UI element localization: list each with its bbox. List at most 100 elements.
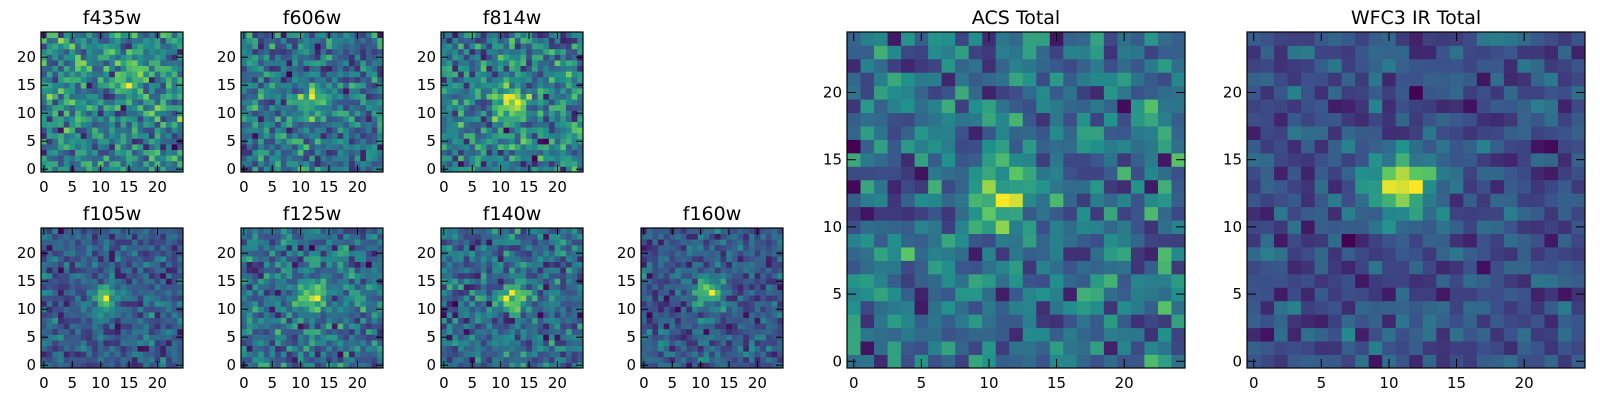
heatmap-cell [314, 239, 321, 246]
heatmap-cell [280, 110, 287, 117]
heatmap-cell [441, 149, 448, 156]
heatmap-cell [103, 104, 110, 111]
heatmap-cell [160, 244, 167, 251]
heatmap-cell [165, 160, 173, 167]
heatmap-cell [348, 104, 355, 111]
heatmap-cell [480, 334, 487, 341]
heatmap-cell [531, 160, 538, 167]
heatmap-cell [263, 48, 270, 55]
heatmap-cell [860, 341, 875, 355]
heatmap-cell [331, 110, 338, 117]
heatmap-cell [160, 144, 167, 150]
heatmap-cell [320, 149, 327, 156]
heatmap-cell [114, 149, 121, 156]
heatmap-cell [469, 239, 476, 246]
heatmap-cell [286, 239, 293, 246]
heatmap-cell [777, 295, 784, 302]
heatmap-cell [126, 340, 133, 346]
heatmap-cell [354, 244, 361, 251]
heatmap-cell [297, 300, 304, 307]
heatmap-cell [80, 116, 87, 122]
heatmap-cell [577, 144, 584, 150]
heatmap-cell [246, 32, 253, 38]
heatmap-cell [292, 166, 299, 173]
heatmap-cell [75, 295, 82, 302]
heatmap-cell [692, 261, 699, 268]
heatmap-cell [452, 144, 459, 150]
heatmap-cell [275, 250, 282, 257]
heatmap-cell [75, 160, 82, 167]
heatmap-cell [297, 121, 304, 128]
heatmap-cell [486, 244, 493, 251]
heatmap-cell [303, 362, 310, 369]
heatmap-cell [514, 37, 521, 44]
heatmap-cell [509, 334, 516, 341]
heatmap-cell [982, 193, 997, 208]
heatmap-cell [968, 300, 983, 315]
heatmap-cell [343, 323, 350, 330]
heatmap-cell [275, 93, 282, 100]
heatmap-cell [309, 284, 316, 290]
heatmap-cell [120, 160, 127, 167]
heatmap-cell [280, 289, 287, 296]
heatmap-cell [765, 312, 773, 318]
heatmap-cell [446, 37, 453, 44]
heatmap-cell [554, 312, 561, 318]
heatmap-cell [343, 60, 350, 66]
heatmap-cell [765, 233, 773, 240]
heatmap-cell [463, 76, 470, 83]
heatmap-cell [509, 116, 516, 122]
heatmap-cell [160, 110, 167, 117]
heatmap-cell [343, 54, 350, 61]
heatmap-cell [531, 127, 538, 134]
heatmap-cell [497, 116, 504, 122]
heatmap-cell [1036, 179, 1051, 194]
heatmap-cell [241, 256, 248, 262]
heatmap-cell [86, 244, 93, 251]
heatmap-cell [309, 289, 316, 296]
y-tick-label: 0 [626, 356, 636, 374]
heatmap-cell [97, 99, 104, 106]
heatmap-cell [458, 228, 465, 234]
heatmap-cell [331, 351, 338, 358]
heatmap-cell [543, 328, 550, 335]
heatmap-cell [480, 54, 487, 61]
heatmap-cell [314, 37, 321, 44]
heatmap-cell [692, 244, 699, 251]
heatmap-cell [331, 60, 338, 66]
heatmap-cell [103, 82, 110, 89]
heatmap-cell [365, 300, 373, 307]
heatmap-cell [531, 340, 538, 346]
heatmap-cell [452, 149, 459, 156]
heatmap-cell [137, 278, 144, 285]
heatmap-cell [531, 300, 538, 307]
heatmap-cell [263, 278, 270, 285]
heatmap-cell [314, 340, 321, 346]
heatmap-cell [554, 65, 561, 72]
heatmap-cell [709, 233, 716, 240]
heatmap-cell [337, 121, 344, 128]
heatmap-cell [86, 65, 93, 72]
heatmap-cell [154, 82, 161, 89]
heatmap-cell [1063, 314, 1078, 329]
heatmap-cell [263, 328, 270, 335]
heatmap-cell [275, 233, 282, 240]
heatmap-cell [520, 362, 527, 369]
heatmap-cell [58, 144, 65, 150]
heatmap-cell [137, 110, 144, 117]
heatmap-cell [360, 144, 367, 150]
heatmap-cell [531, 278, 538, 285]
heatmap-cell [131, 37, 138, 44]
heatmap-cell [941, 314, 956, 329]
heatmap-cell [69, 93, 76, 100]
heatmap-cell [669, 239, 676, 246]
heatmap-cell [348, 267, 355, 274]
heatmap-cell [720, 362, 727, 369]
heatmap-cell [131, 300, 138, 307]
heatmap-cell [748, 362, 755, 369]
heatmap-cell [160, 149, 167, 156]
x-tick-label: 5 [667, 374, 677, 392]
heatmap-cell [360, 82, 367, 89]
heatmap-cell [514, 48, 521, 55]
heatmap-cell [75, 127, 82, 134]
